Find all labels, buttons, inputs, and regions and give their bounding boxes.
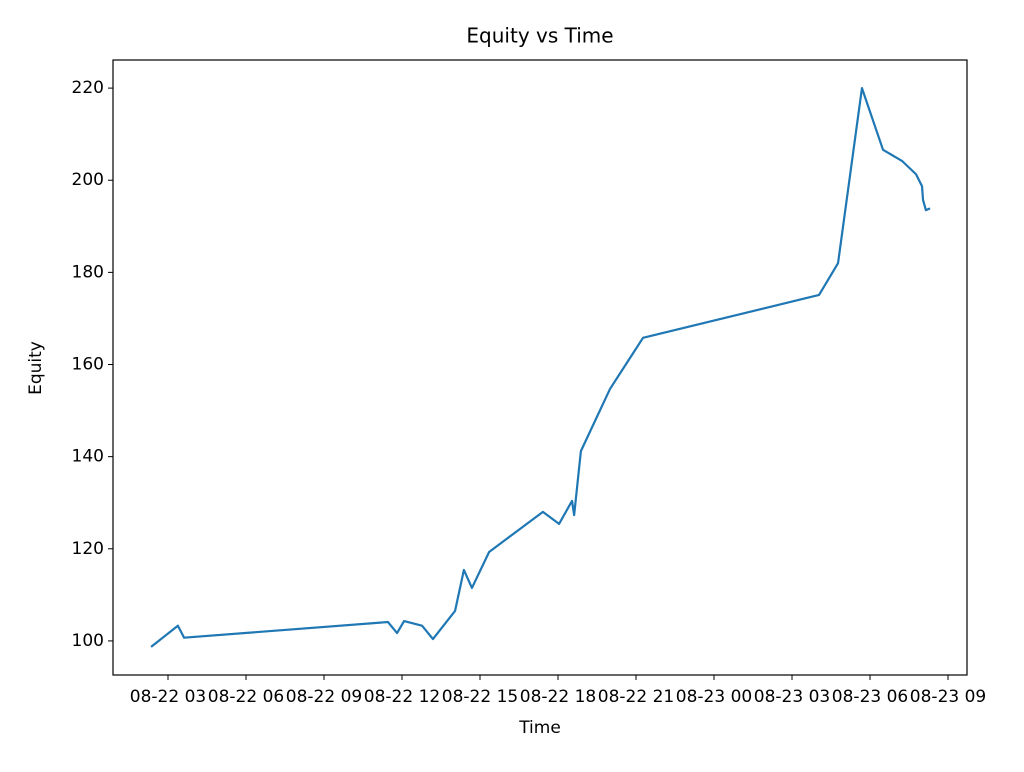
x-tick-label: 08-22 21	[598, 687, 674, 707]
x-tick-label: 08-23 00	[676, 687, 752, 707]
x-tick-label: 08-23 06	[832, 687, 908, 707]
x-axis-label: Time	[518, 718, 561, 738]
x-tick-label: 08-23 03	[754, 687, 830, 707]
y-tick-label: 160	[72, 355, 104, 375]
y-tick-label: 220	[72, 78, 104, 98]
y-tick-label: 100	[72, 631, 104, 651]
y-tick-label: 140	[72, 447, 104, 467]
y-axis-label: Equity	[26, 341, 46, 395]
line-series	[150, 87, 931, 648]
y-tick-label: 180	[72, 262, 104, 282]
y-tick-label: 120	[72, 539, 104, 559]
y-tick-label: 200	[72, 170, 104, 190]
x-tick-label: 08-22 15	[442, 687, 518, 707]
x-tick-label: 08-22 18	[520, 687, 596, 707]
x-tick-label: 08-22 06	[208, 687, 284, 707]
x-tick-label: 08-22 09	[286, 687, 362, 707]
x-tick-label: 08-22 12	[364, 687, 440, 707]
x-tick-label: 08-23 09	[910, 687, 986, 707]
x-tick-label: 08-22 03	[130, 687, 206, 707]
plot-frame	[112, 59, 968, 676]
chart-title: Equity vs Time	[466, 24, 613, 48]
